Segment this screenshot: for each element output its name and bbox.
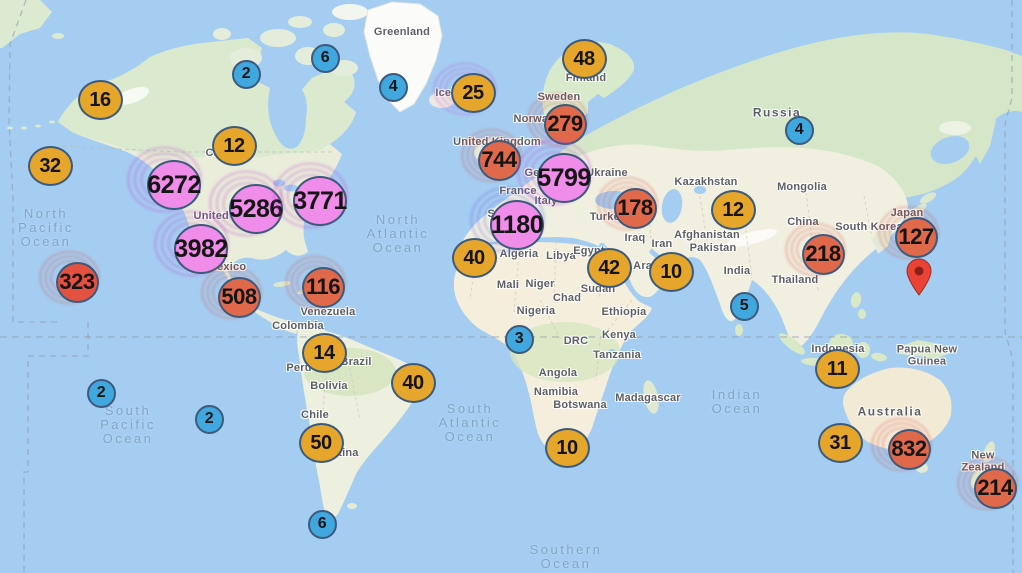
- cluster-marker-25[interactable]: 25: [450, 73, 496, 113]
- cluster-marker-11[interactable]: 11: [814, 349, 860, 389]
- cluster-marker-508[interactable]: 508: [217, 276, 261, 318]
- cluster-marker-40[interactable]: 40: [451, 238, 497, 278]
- cluster-marker-4[interactable]: 4: [378, 72, 408, 102]
- cluster-marker-31[interactable]: 31: [817, 423, 863, 463]
- cluster-marker-12[interactable]: 12: [211, 126, 257, 166]
- date-line: [8, 0, 1014, 573]
- cluster-marker-214[interactable]: 214: [973, 467, 1017, 509]
- cluster-marker-832[interactable]: 832: [887, 428, 931, 470]
- cluster-marker-14[interactable]: 14: [301, 333, 347, 373]
- cluster-marker-218[interactable]: 218: [801, 233, 845, 275]
- cluster-marker-2[interactable]: 2: [231, 59, 261, 89]
- cluster-marker-5[interactable]: 5: [729, 291, 759, 321]
- cluster-marker-40[interactable]: 40: [390, 363, 436, 403]
- cluster-marker-10[interactable]: 10: [648, 252, 694, 292]
- land-new-guinea: [896, 340, 952, 358]
- cluster-marker-1180[interactable]: 1180: [490, 200, 544, 250]
- land-madagascar: [643, 380, 659, 414]
- cluster-marker-3982[interactable]: 3982: [174, 224, 228, 274]
- cluster-marker-10[interactable]: 10: [544, 428, 590, 468]
- cluster-marker-5799[interactable]: 5799: [537, 153, 591, 203]
- cluster-marker-5286[interactable]: 5286: [229, 184, 283, 234]
- cluster-marker-50[interactable]: 50: [298, 423, 344, 463]
- cluster-marker-744[interactable]: 744: [477, 139, 521, 181]
- cluster-marker-32[interactable]: 32: [27, 146, 73, 186]
- cluster-marker-3771[interactable]: 3771: [293, 176, 347, 226]
- cluster-marker-178[interactable]: 178: [613, 187, 657, 229]
- cluster-marker-4[interactable]: 4: [784, 115, 814, 145]
- cluster-marker-16[interactable]: 16: [77, 80, 123, 120]
- cluster-marker-323[interactable]: 323: [55, 261, 99, 303]
- cluster-marker-42[interactable]: 42: [586, 248, 632, 288]
- location-pin-icon[interactable]: [906, 258, 932, 301]
- cluster-marker-3[interactable]: 3: [504, 324, 534, 354]
- cluster-marker-127[interactable]: 127: [894, 216, 938, 258]
- cluster-marker-2[interactable]: 2: [194, 404, 224, 434]
- cluster-marker-279[interactable]: 279: [543, 103, 587, 145]
- cluster-marker-2[interactable]: 2: [86, 378, 116, 408]
- cluster-marker-6[interactable]: 6: [310, 43, 340, 73]
- cluster-marker-6[interactable]: 6: [307, 509, 337, 539]
- cluster-marker-6272[interactable]: 6272: [147, 160, 201, 210]
- cluster-marker-12[interactable]: 12: [710, 190, 756, 230]
- cluster-marker-116[interactable]: 116: [301, 266, 345, 308]
- cluster-marker-48[interactable]: 48: [561, 39, 607, 79]
